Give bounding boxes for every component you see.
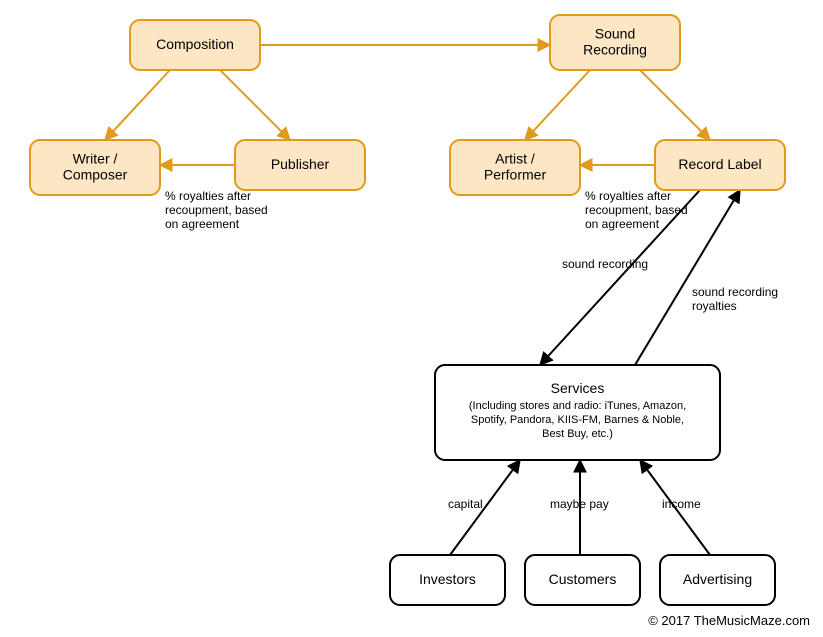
music-royalty-diagram: CompositionSoundRecordingWriter /Compose…	[0, 0, 823, 637]
edge-label-label-to-services: sound recording	[562, 257, 648, 271]
edge-label-label-to-artist: % royalties afterrecoupment, basedon agr…	[585, 189, 688, 231]
node-label-services: Services	[551, 380, 605, 396]
node-label-advertising: Advertising	[683, 571, 752, 587]
node-label-customers: Customers	[549, 571, 617, 587]
edge-label-pub-to-writer: % royalties afterrecoupment, basedon agr…	[165, 189, 268, 231]
node-label-publisher: Publisher	[271, 156, 330, 172]
copyright-text: © 2017 TheMusicMaze.com	[648, 613, 810, 628]
edge-comp-to-publisher	[220, 70, 290, 140]
node-label-investors: Investors	[419, 571, 476, 587]
edge-label-investors-to-svc: capital	[448, 497, 483, 511]
node-label-composition: Composition	[156, 36, 234, 52]
edge-sound-to-label	[640, 70, 710, 140]
node-label-label: Record Label	[678, 156, 761, 172]
edge-comp-to-writer	[105, 70, 170, 140]
edge-label-services-to-label: sound recordingroyalties	[692, 285, 778, 313]
edge-label-customers-to-svc: maybe pay	[550, 497, 609, 511]
edge-label-advertising-to-svc: income	[662, 497, 701, 511]
edge-sound-to-artist	[525, 70, 590, 140]
